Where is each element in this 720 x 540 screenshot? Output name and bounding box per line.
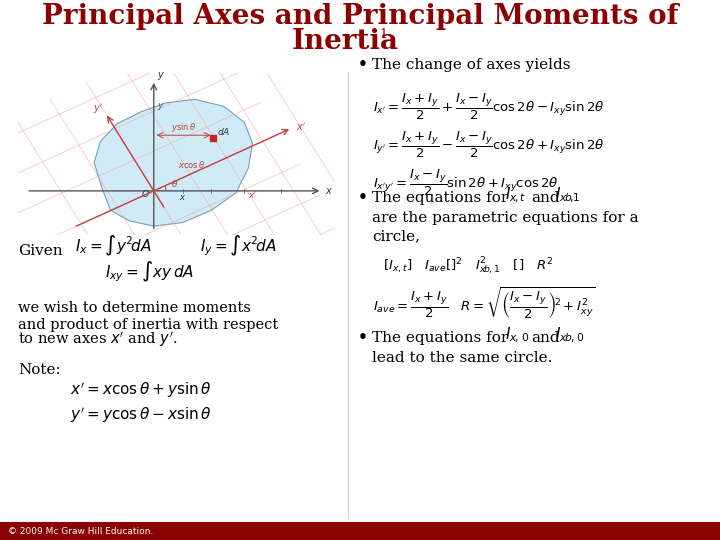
Text: and product of inertia with respect: and product of inertia with respect	[18, 318, 278, 332]
Text: $I_{x\!b,0}$: $I_{x\!b,0}$	[555, 326, 585, 345]
Text: circle,: circle,	[372, 229, 420, 243]
Text: and: and	[531, 191, 559, 205]
Text: $I_{x'} = \dfrac{I_x + I_y}{2} + \dfrac{I_x - I_y}{2}\cos 2\theta - I_{xy}\sin 2: $I_{x'} = \dfrac{I_x + I_y}{2} + \dfrac{…	[373, 92, 604, 123]
Text: we wish to determine moments: we wish to determine moments	[18, 301, 251, 315]
Text: $\theta$: $\theta$	[171, 178, 179, 188]
Text: $\left[I_{x,t}\right]\quad I_{ave}\left[\right]^2\quad I^2_{x\!b,1}\quad \left[\: $\left[I_{x,t}\right]\quad I_{ave}\left[…	[383, 255, 553, 276]
Text: $x'$: $x'$	[296, 122, 306, 133]
Text: $I_x = \int y^2\!dA$: $I_x = \int y^2\!dA$	[75, 234, 152, 258]
Text: $I_{y'} = \dfrac{I_x + I_y}{2} - \dfrac{I_x - I_y}{2}\cos 2\theta + I_{xy}\sin 2: $I_{y'} = \dfrac{I_x + I_y}{2} - \dfrac{…	[373, 130, 604, 160]
Text: Principal Axes and Principal Moments of: Principal Axes and Principal Moments of	[42, 3, 678, 30]
Text: Given: Given	[18, 244, 63, 258]
Text: •: •	[358, 57, 368, 72]
Bar	[0, 522, 720, 540]
Text: Inertia: Inertia	[292, 28, 398, 55]
Text: $I_{x\!,t}$: $I_{x\!,t}$	[505, 186, 526, 205]
Text: $x'$: $x'$	[248, 189, 257, 200]
Text: $x$: $x$	[179, 193, 186, 201]
Text: $I_{xy} = \int xy\,dA$: $I_{xy} = \int xy\,dA$	[105, 260, 194, 284]
Text: to new axes $x'$ and $y'$.: to new axes $x'$ and $y'$.	[18, 329, 178, 349]
Text: $y'$: $y'$	[93, 102, 104, 116]
Text: are the parametric equations for a: are the parametric equations for a	[372, 211, 639, 225]
Text: $y\sin\theta$: $y\sin\theta$	[171, 122, 197, 134]
Text: $y' = y\cos\theta - x\sin\theta$: $y' = y\cos\theta - x\sin\theta$	[70, 406, 212, 425]
Text: $dA$: $dA$	[217, 125, 230, 137]
Text: © 2009 Mc Graw Hill Education.: © 2009 Mc Graw Hill Education.	[8, 526, 153, 536]
Text: 1: 1	[376, 28, 388, 41]
Text: The equations for: The equations for	[372, 191, 508, 205]
Text: $I_{x'y'} = \dfrac{I_x - I_y}{2}\sin 2\theta + I_{xy}\cos 2\theta$: $I_{x'y'} = \dfrac{I_x - I_y}{2}\sin 2\t…	[373, 168, 559, 198]
Text: The equations for: The equations for	[372, 331, 508, 345]
Text: Note:: Note:	[18, 363, 60, 377]
Text: $I_y = \int x^2\!dA$: $I_y = \int x^2\!dA$	[200, 234, 276, 258]
Polygon shape	[94, 99, 253, 226]
Text: $O$: $O$	[141, 188, 150, 199]
Text: $y$: $y$	[157, 70, 165, 82]
Text: The change of axes yields: The change of axes yields	[372, 58, 570, 72]
Text: $y$: $y$	[157, 101, 165, 112]
Text: $x' = x\cos\theta + y\sin\theta$: $x' = x\cos\theta + y\sin\theta$	[70, 380, 212, 400]
Text: $x\cos\theta$: $x\cos\theta$	[179, 159, 206, 170]
Text: $I_{x\!,\,0}$: $I_{x\!,\,0}$	[505, 326, 529, 345]
Text: •: •	[358, 190, 368, 205]
Text: and: and	[531, 331, 559, 345]
Text: $I_{x\!b\!,\!1}$: $I_{x\!b\!,\!1}$	[555, 186, 580, 205]
Text: lead to the same circle.: lead to the same circle.	[372, 351, 552, 365]
Text: $x$: $x$	[325, 186, 333, 196]
Text: $I_{ave} = \dfrac{I_x + I_y}{2}\quad R = \sqrt{\left(\dfrac{I_x - I_y}{2}\right): $I_{ave} = \dfrac{I_x + I_y}{2}\quad R =…	[373, 285, 595, 321]
Text: •: •	[358, 330, 368, 345]
